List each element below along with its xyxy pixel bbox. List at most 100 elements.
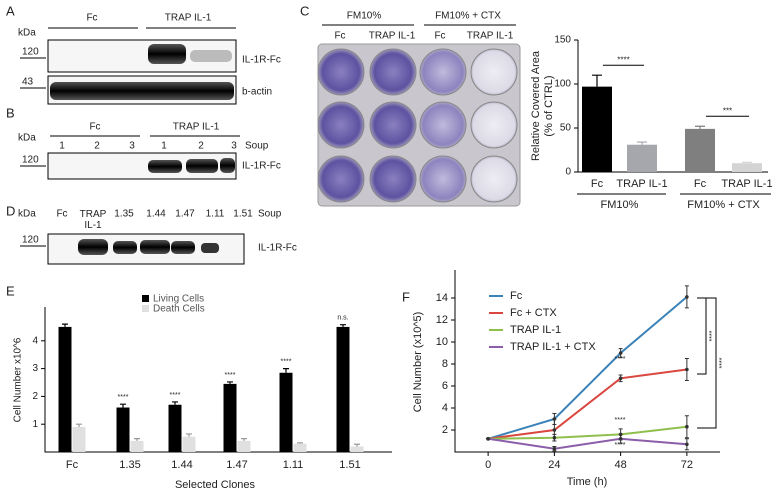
blot-band (171, 241, 195, 254)
point (486, 437, 490, 441)
error-bar (695, 125, 705, 129)
y-tick-label: 12 (436, 314, 448, 326)
marker-label: 120 (22, 235, 39, 246)
marker-label: 120 (22, 47, 39, 58)
significance-label: **** (617, 55, 629, 64)
axis (454, 270, 720, 453)
lane-label: 1.35 (114, 209, 134, 220)
error-bar (592, 74, 602, 87)
bar (350, 446, 364, 452)
point (685, 367, 689, 372)
lane-label: TRAP IL-1 (80, 209, 107, 231)
panel-label: F (402, 289, 410, 304)
point (685, 442, 689, 447)
lane-label: 1.51 (233, 209, 253, 220)
band-label: IL-1R-Fc (258, 243, 297, 254)
series-line (487, 296, 688, 440)
blot-band (78, 239, 108, 255)
lane-label: 3 (129, 141, 135, 152)
x-tick-label: Fc (694, 178, 707, 190)
y-tick-label: 150 (554, 35, 571, 46)
blot-band (148, 160, 182, 173)
lane-label: 1.47 (175, 209, 195, 220)
lane-label: 2 (94, 141, 100, 152)
lane-label: Fc (56, 209, 67, 220)
bar (336, 326, 350, 452)
error-bar (62, 323, 68, 327)
y-tick-label: 100 (554, 79, 571, 90)
significance-label: **** (281, 358, 292, 365)
axis (44, 307, 392, 453)
legend-label: Fc (510, 290, 523, 302)
significance-label: **** (615, 417, 626, 424)
blot-band (220, 158, 235, 173)
soup-label: Soup (258, 209, 282, 220)
lane-label: 3 (231, 141, 237, 152)
band-label: b-actin (242, 87, 272, 98)
blot-band (186, 159, 218, 173)
panel-label: D (6, 203, 15, 218)
group-label: FM10% (601, 199, 639, 211)
bar (582, 86, 612, 172)
lane-label: 1.44 (146, 209, 166, 220)
error-bar (134, 438, 140, 441)
bar (130, 440, 144, 452)
x-tick-label: 48 (615, 459, 627, 471)
bar (72, 426, 86, 452)
error-bar (76, 423, 82, 427)
point (552, 446, 557, 451)
group-label: TRAP IL-1 (165, 13, 212, 24)
y-tick-label: 3 (32, 363, 38, 374)
y-axis-label: (% of CTRL) (543, 75, 555, 136)
legend-label: TRAP IL-1 + CTX (510, 341, 596, 353)
group-label: TRAP IL-1 (173, 122, 220, 133)
y-tick-label: 4 (32, 335, 38, 346)
legend-label: Death Cells (153, 304, 205, 315)
marker-label: 43 (22, 77, 34, 88)
group-label: FM10% + CTX (687, 199, 760, 211)
significance-label: *** (723, 106, 732, 115)
error-bar (186, 433, 192, 437)
point (618, 351, 623, 355)
bar (293, 443, 307, 452)
blot-band (140, 240, 170, 254)
kda-label: kDa (18, 209, 36, 220)
legend-label: Living Cells (153, 294, 204, 305)
bar (223, 383, 237, 452)
legend-swatch (142, 305, 149, 312)
lane-label: 1.11 (206, 209, 225, 220)
x-tick-label: 0 (485, 459, 491, 471)
band-label: IL-1R-Fc (242, 55, 281, 66)
blot (47, 152, 237, 180)
kda-label: kDa (18, 133, 36, 144)
x-axis-label: Selected Clones (175, 479, 256, 491)
blot-band (113, 241, 137, 254)
y-tick-label: 4 (442, 402, 448, 414)
significance-bracket (697, 297, 707, 375)
significance-label: **** (118, 394, 129, 401)
lane-label: TRAP IL-1 (369, 31, 416, 42)
point (552, 428, 557, 432)
panel-label: E (6, 283, 15, 298)
significance-label: **** (225, 372, 236, 379)
error-bar (227, 381, 233, 384)
x-tick-label: 1.51 (339, 459, 360, 471)
significance-label: **** (719, 357, 726, 368)
error-bar (241, 438, 247, 441)
lane-label: 1 (161, 141, 167, 152)
significance-label: **** (615, 356, 626, 363)
y-tick-label: 2 (32, 391, 38, 402)
significance-label: n.s. (337, 315, 348, 322)
group-label: Fc (89, 122, 100, 133)
error-bar (297, 442, 303, 444)
point (685, 295, 689, 299)
x-tick-label: 72 (681, 459, 693, 471)
error-bar (340, 324, 346, 327)
error-bar (283, 368, 289, 373)
x-tick-label: Fc (66, 459, 79, 471)
legend-swatch (142, 295, 149, 302)
x-tick-label: TRAP IL-1 (616, 178, 667, 190)
bar (58, 326, 72, 452)
